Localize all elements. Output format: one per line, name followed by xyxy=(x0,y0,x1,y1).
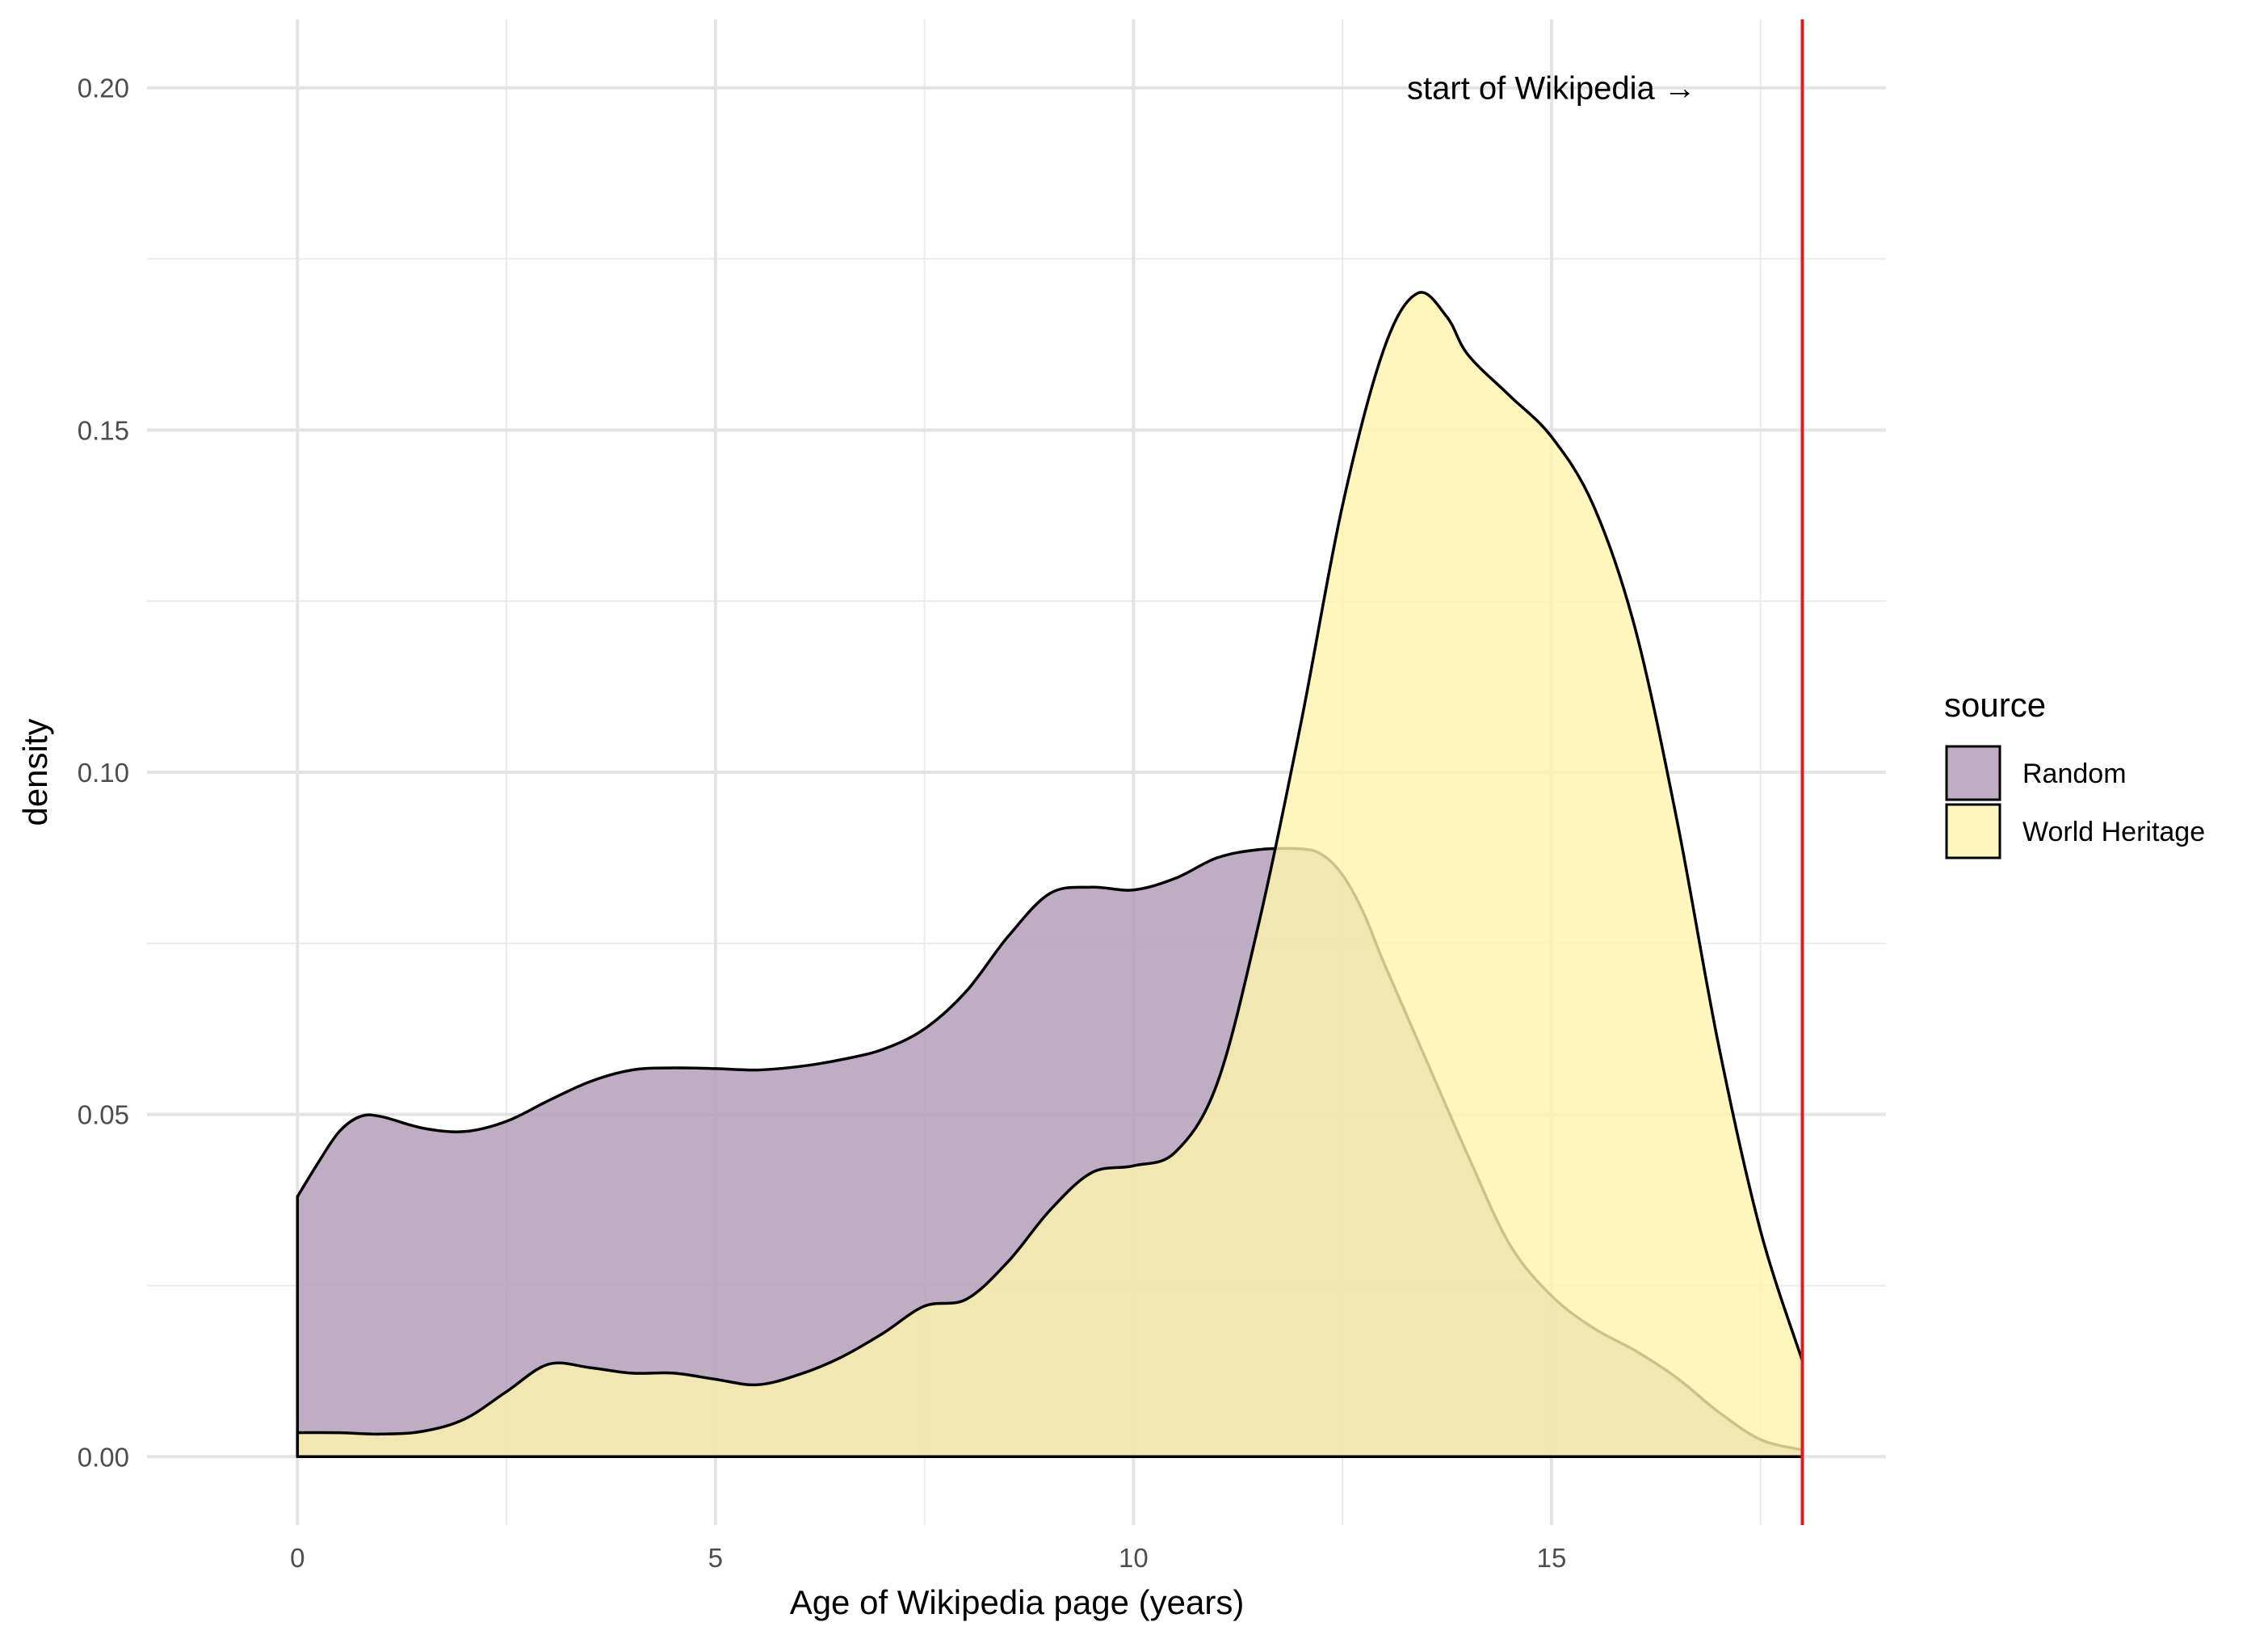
x-tick-label: 15 xyxy=(1537,1543,1567,1573)
legend-key-world-heritage xyxy=(1945,803,2001,859)
legend: source Random World Heritage xyxy=(1944,686,2205,859)
x-tick-label: 5 xyxy=(708,1543,723,1573)
y-tick-label: 0.05 xyxy=(78,1100,129,1130)
y-tick-label: 0.10 xyxy=(78,758,129,788)
x-tick-label: 0 xyxy=(290,1543,304,1573)
legend-label-random: Random xyxy=(2022,759,2127,789)
y-tick-label: 0.15 xyxy=(78,415,129,445)
legend-title: source xyxy=(1944,686,2046,724)
area-layer xyxy=(296,291,1804,1459)
axis-layer: 0 5 10 15 0.00 0.05 0.10 0.15 0.20 xyxy=(78,74,1567,1573)
y-tick-label: 0.00 xyxy=(78,1442,129,1472)
legend-label-world-heritage: World Heritage xyxy=(2022,817,2205,847)
x-axis-title: Age of Wikipedia page (years) xyxy=(790,1583,1245,1621)
annotation-start-of-wikipedia: start of Wikipedia → xyxy=(1407,71,1696,107)
density-area-world-heritage xyxy=(296,291,1804,1459)
y-tick-label: 0.20 xyxy=(78,74,129,103)
x-tick-label: 10 xyxy=(1119,1543,1149,1573)
legend-key-random xyxy=(1945,745,2001,801)
y-axis-title: density xyxy=(16,718,54,826)
